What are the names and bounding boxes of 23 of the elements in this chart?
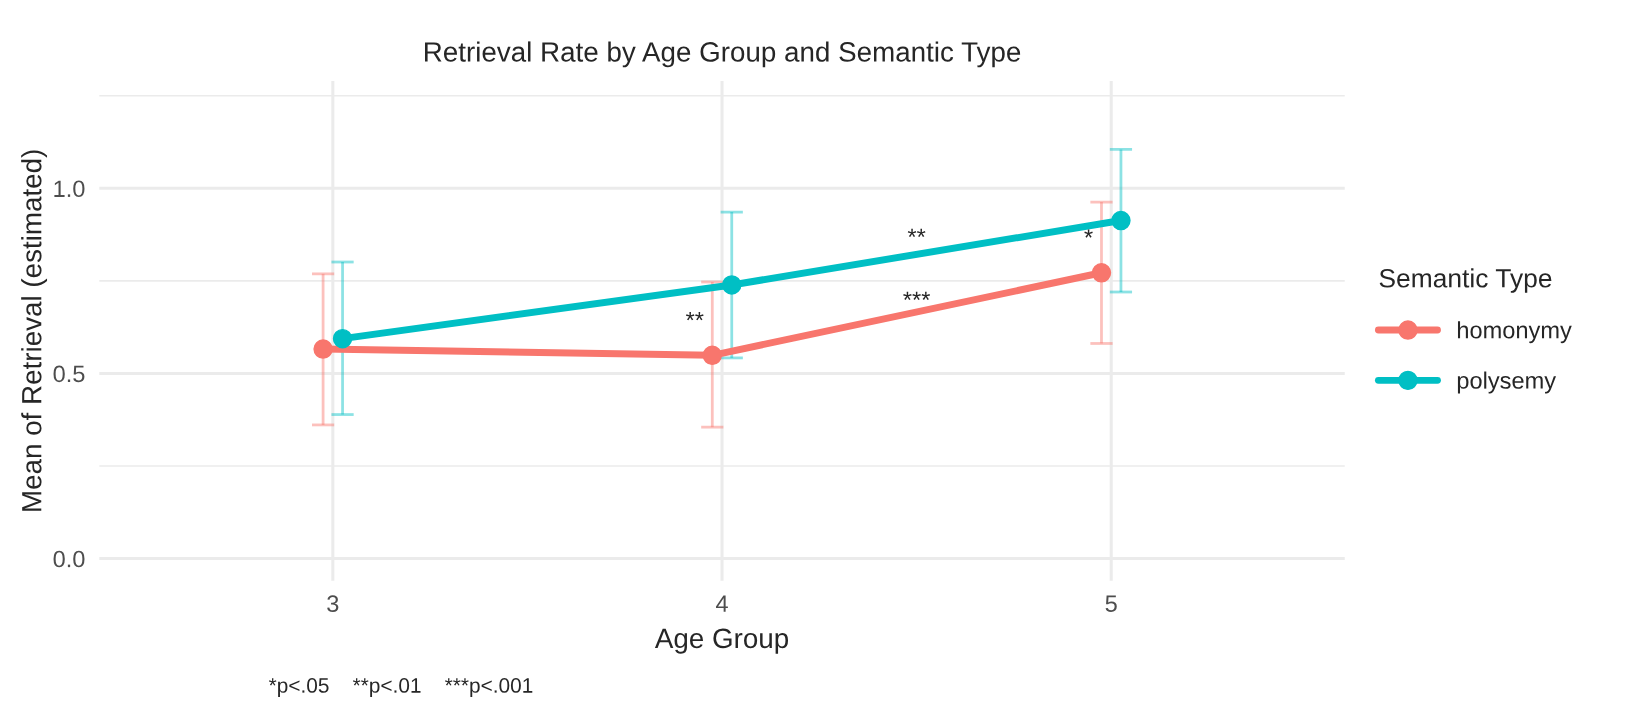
y-tick-label: 1.0 (54, 180, 85, 198)
annotation: *** (903, 291, 931, 300)
x-tick-label: 5 (1105, 595, 1117, 613)
y-tick-label: 0.5 (53, 365, 85, 383)
x-axis-title: Age Group (654, 628, 789, 654)
chart-title: Retrieval Rate by Age Group and Semantic Type (425, 41, 1021, 68)
point (1091, 263, 1112, 283)
point (722, 275, 742, 295)
legend-title: Semantic Type (1379, 268, 1552, 293)
text: *p<.05 **p<.01 ***p<.001 (268, 678, 533, 697)
y-axis-title: Mean of Retrieval (estimated) (21, 150, 48, 511)
x-tick-label: 4 (716, 595, 728, 612)
legend-label: polysemy (1457, 371, 1557, 394)
point (313, 339, 333, 359)
x-tick-label: 3 (327, 595, 339, 613)
legend-label: homonymy (1457, 321, 1572, 344)
y-tick-label: 0.0 (53, 550, 85, 568)
annotation: ** (685, 311, 704, 321)
point (1111, 210, 1131, 231)
annotation: * (1084, 229, 1093, 238)
point (332, 328, 353, 349)
annotation: ** (907, 228, 926, 238)
point (702, 345, 723, 366)
